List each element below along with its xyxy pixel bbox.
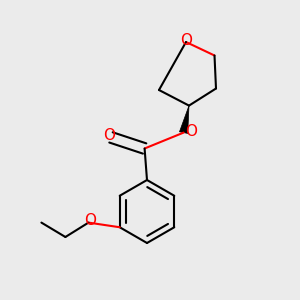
- Text: O: O: [103, 128, 116, 143]
- Text: O: O: [185, 124, 197, 139]
- Polygon shape: [179, 106, 189, 134]
- Text: O: O: [84, 213, 96, 228]
- Text: O: O: [180, 33, 192, 48]
